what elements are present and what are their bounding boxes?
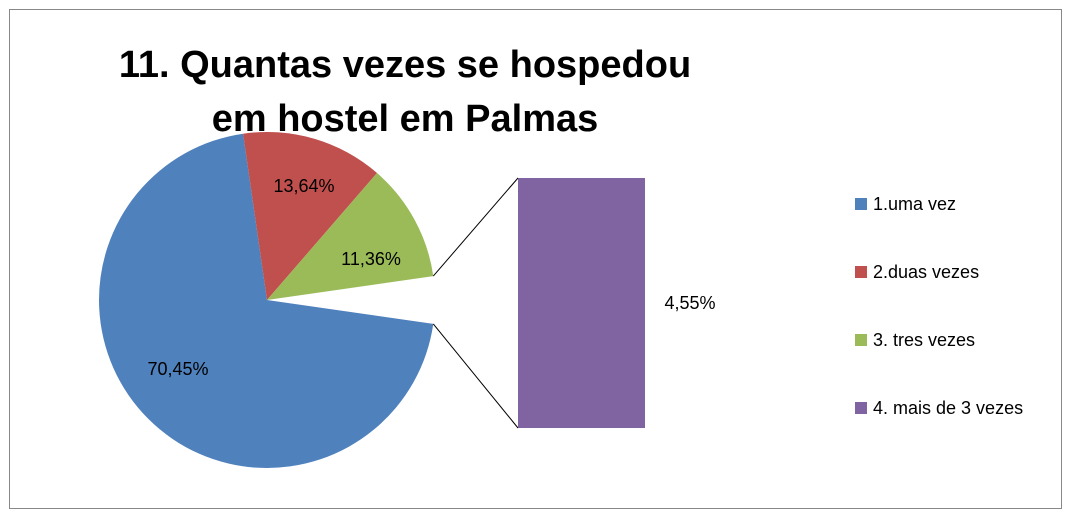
legend-item: 1.uma vez (855, 192, 1030, 260)
legend-item: 2.duas vezes (855, 260, 1030, 328)
legend-swatch (855, 334, 867, 346)
legend-label: 3. tres vezes (873, 330, 976, 350)
legend-swatch (855, 198, 867, 210)
legend-item: 4. mais de 3 vezes (855, 396, 1030, 464)
legend-swatch (855, 402, 867, 414)
pie-slice (267, 173, 434, 300)
data-label: 70,45% (147, 359, 208, 379)
data-label: 11,36% (341, 249, 401, 269)
legend-label: 2.duas vezes (873, 262, 980, 282)
legend-label: 4. mais de 3 vezes (873, 398, 1024, 418)
legend: 1.uma vez 2.duas vezes 3. tres vezes 4. mai… (855, 192, 1030, 464)
data-label: 4,55% (664, 293, 715, 313)
pie-slice (98, 133, 434, 469)
legend-label: 1.uma vez (873, 194, 957, 214)
legend-swatch (855, 266, 867, 278)
chart-title: 11. Quantas vezes se hospedou em hostel … (118, 44, 692, 140)
frame (9, 9, 1062, 509)
data-label: 13,64% (273, 176, 334, 196)
pie-slice (243, 131, 378, 300)
connector (432, 323, 519, 429)
legend-item: 3. tres vezes (855, 328, 1030, 396)
connector (432, 177, 519, 277)
bar-segment (518, 178, 645, 428)
